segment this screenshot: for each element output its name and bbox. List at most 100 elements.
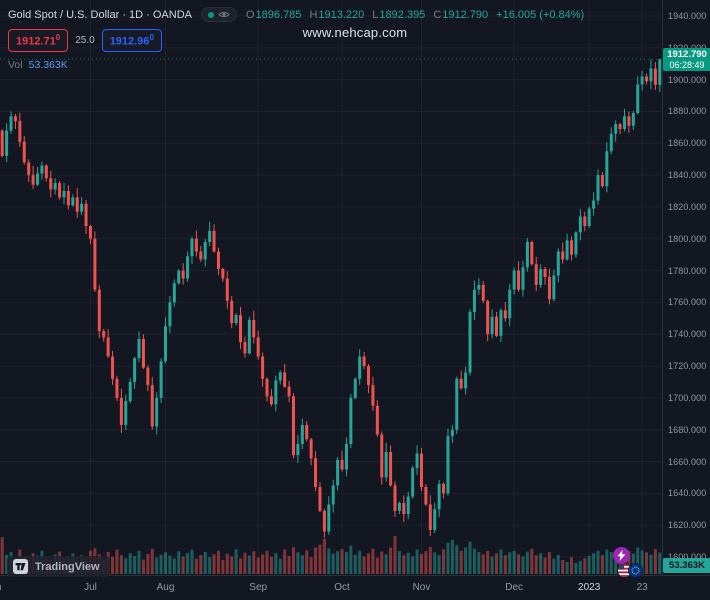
candle [605, 142, 609, 193]
volume-bar [614, 554, 618, 574]
candle [27, 159, 31, 183]
candle [115, 375, 119, 402]
volume-bar [437, 555, 441, 574]
candle [446, 428, 450, 496]
flag-eu-icon[interactable] [628, 563, 643, 578]
market-status-pill[interactable] [201, 7, 237, 22]
volume-bar [455, 545, 459, 574]
candle [111, 350, 115, 385]
candle [216, 247, 220, 276]
candle [424, 483, 428, 506]
price-tick-label: 1820.000 [668, 201, 707, 212]
volume-bar [353, 554, 357, 574]
volume-bar [477, 552, 481, 574]
volume-bar [362, 556, 366, 574]
tradingview-logo[interactable]: TradingView [7, 556, 110, 577]
time-axis[interactable]: Jun Jul Aug Sep Oct Nov Dec 2023 23 [0, 575, 710, 600]
candle [397, 501, 401, 515]
volume-bar [442, 549, 446, 574]
candle [261, 352, 265, 387]
candle [49, 170, 53, 198]
volume-bar [344, 552, 348, 574]
volume-bar [389, 547, 393, 574]
buy-button[interactable]: 1912.960 [101, 29, 162, 52]
price-tick-label: 1640.000 [668, 488, 707, 499]
symbol-title[interactable]: Gold Spot / U.S. Dollar · 1D · OANDA [8, 8, 192, 21]
candle [53, 178, 57, 195]
price-tick-label: 1900.000 [668, 74, 707, 85]
volume-bar [587, 556, 591, 574]
sell-button[interactable]: 1912.710 [8, 29, 69, 52]
volume-bar [428, 546, 432, 574]
flag-us-icon[interactable] [617, 563, 632, 578]
candle [181, 263, 185, 285]
candle [225, 271, 229, 309]
volume-bar [556, 554, 560, 574]
candle [221, 267, 225, 282]
candle [371, 376, 375, 411]
change-value: +16.005 (+0.84%) [496, 8, 585, 21]
volume-bar [291, 547, 295, 574]
price-tick-label: 1780.000 [668, 265, 707, 276]
volume-bar [450, 540, 454, 574]
candle [80, 197, 84, 215]
volume-bar [124, 558, 128, 574]
candle [481, 281, 485, 304]
volume-bar [609, 552, 613, 574]
candle [9, 111, 13, 134]
candle [44, 164, 48, 182]
price-tick-label: 1740.000 [668, 329, 707, 340]
candle [433, 502, 437, 534]
spread-value: 25.0 [75, 34, 95, 46]
candle [490, 309, 494, 339]
volume-bar [115, 549, 119, 574]
volume-bar [111, 556, 115, 574]
volume-bar [283, 549, 287, 574]
candle [243, 336, 247, 358]
candle [367, 363, 371, 394]
volume-bar [168, 555, 172, 574]
candle [40, 161, 44, 180]
time-tick-label: Oct [334, 582, 350, 593]
time-tick-label: Jul [84, 582, 97, 593]
candle [534, 256, 538, 291]
candle [102, 328, 106, 342]
candlestick-chart[interactable] [0, 0, 662, 575]
candle [464, 366, 468, 395]
candle [194, 230, 198, 257]
volume-bar [468, 541, 472, 574]
volume-bar [194, 558, 198, 574]
candle [340, 450, 344, 472]
candle [172, 279, 176, 307]
volume-bar [203, 552, 207, 574]
watermark: www.nehcap.com [302, 25, 408, 40]
price-tick-label: 1860.000 [668, 138, 707, 149]
price-axis[interactable]: 1912.790 06:28:49 53.363K 1940.000 1920.0… [662, 0, 710, 575]
candle [199, 245, 203, 262]
time-tick-label: Jun [0, 582, 1, 593]
volume-bar [600, 555, 604, 574]
volume-bar [146, 554, 150, 574]
candle [336, 456, 340, 491]
volume-bar [636, 547, 640, 574]
volume-bar [119, 555, 123, 574]
market-open-dot [208, 11, 214, 18]
price-tick-label: 1940.000 [668, 11, 707, 21]
volume-bar [199, 555, 203, 574]
volume-bar [336, 551, 340, 574]
volume-bar [177, 551, 181, 574]
candle [159, 358, 163, 403]
candle [437, 479, 441, 518]
volume-bar [230, 556, 234, 574]
candle [499, 308, 503, 342]
tradingview-logo-icon [13, 559, 28, 574]
close-label: C [433, 8, 442, 21]
candle [627, 111, 631, 133]
boost-button[interactable] [613, 547, 630, 564]
candle [636, 76, 640, 115]
candle [71, 194, 75, 207]
volume-bar [539, 553, 543, 574]
candle [389, 445, 393, 487]
volume-axis-badge: 53.363K [663, 558, 710, 573]
